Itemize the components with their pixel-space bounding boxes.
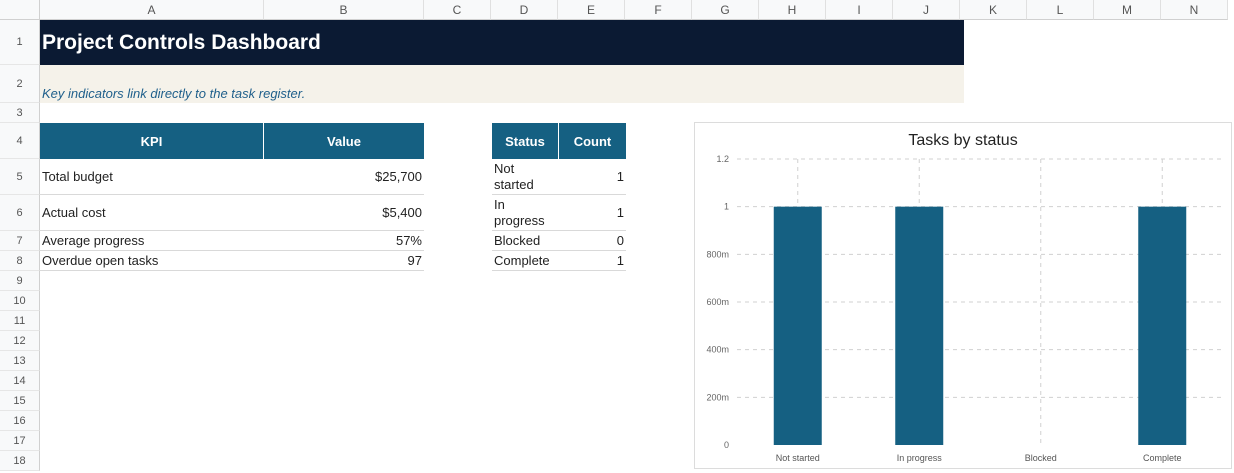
column-header-e[interactable]: E: [558, 0, 625, 20]
column-header-c[interactable]: C: [424, 0, 491, 20]
row-header-5[interactable]: 5: [0, 159, 40, 195]
page-subtitle: Key indicators link directly to the task…: [42, 86, 306, 101]
column-header-b[interactable]: B: [264, 0, 424, 20]
column-header-g[interactable]: G: [692, 0, 759, 20]
x-tick-label: Not started: [776, 453, 820, 463]
bar-not-started[interactable]: [773, 206, 822, 445]
value-header: Value: [264, 123, 424, 159]
row-header-9[interactable]: 9: [0, 271, 40, 291]
row-header-10[interactable]: 10: [0, 291, 40, 311]
x-tick-label: Complete: [1143, 453, 1182, 463]
y-tick-label: 400m: [706, 345, 729, 355]
row-header-16[interactable]: 16: [0, 411, 40, 431]
row-header-11[interactable]: 11: [0, 311, 40, 331]
tasks-by-status-chart[interactable]: Tasks by status 0 200m 400m 600m 800m 1 1.2 Not…: [694, 122, 1232, 469]
column-header-i[interactable]: I: [826, 0, 893, 20]
x-tick-label: Blocked: [1025, 453, 1057, 463]
y-tick-label: 600m: [706, 297, 729, 307]
row-header-2[interactable]: 2: [0, 65, 40, 103]
status-count: 1: [559, 195, 626, 231]
column-header-j[interactable]: J: [893, 0, 960, 20]
select-all-corner[interactable]: [0, 0, 40, 20]
status-count: 1: [559, 251, 626, 271]
row-header-13[interactable]: 13: [0, 351, 40, 371]
bar-complete[interactable]: [1138, 206, 1187, 445]
kpi-header: KPI: [40, 123, 264, 159]
row-header-4[interactable]: 4: [0, 123, 40, 159]
row-header-17[interactable]: 17: [0, 431, 40, 451]
y-tick-label: 200m: [706, 392, 729, 402]
status-label: In progress: [492, 195, 559, 231]
status-count: 0: [559, 231, 626, 251]
y-tick-label: 1: [724, 202, 729, 212]
x-tick-label: In progress: [897, 453, 943, 463]
column-header-d[interactable]: D: [491, 0, 558, 20]
column-header-k[interactable]: K: [960, 0, 1027, 20]
y-tick-label: 800m: [706, 249, 729, 259]
row-header-3[interactable]: 3: [0, 103, 40, 123]
column-header-h[interactable]: H: [759, 0, 826, 20]
y-tick-label: 0: [724, 440, 729, 450]
status-header: Status: [492, 123, 559, 159]
row-header-7[interactable]: 7: [0, 231, 40, 251]
kpi-value: 97: [264, 251, 424, 271]
count-header: Count: [559, 123, 626, 159]
page-title: Project Controls Dashboard: [40, 20, 964, 65]
row-header-6[interactable]: 6: [0, 195, 40, 231]
kpi-value: $5,400: [264, 195, 424, 231]
subtitle-background: [40, 65, 964, 103]
chart-svg: Tasks by status 0 200m 400m 600m 800m 1 1.2 Not…: [706, 132, 1223, 463]
kpi-label: Average progress: [40, 231, 264, 251]
row-header-8[interactable]: 8: [0, 251, 40, 271]
column-header-n[interactable]: N: [1161, 0, 1228, 20]
chart-title: Tasks by status: [908, 132, 1017, 149]
kpi-label: Actual cost: [40, 195, 264, 231]
row-header-1[interactable]: 1: [0, 20, 40, 65]
column-header-m[interactable]: M: [1094, 0, 1161, 20]
column-header-a[interactable]: A: [40, 0, 264, 20]
status-label: Not started: [492, 159, 559, 195]
column-header-f[interactable]: F: [625, 0, 692, 20]
y-tick-label: 1.2: [716, 154, 729, 164]
column-header-l[interactable]: L: [1027, 0, 1094, 20]
kpi-value: 57%: [264, 231, 424, 251]
bar-in-progress[interactable]: [895, 206, 944, 445]
row-header-15[interactable]: 15: [0, 391, 40, 411]
row-header-14[interactable]: 14: [0, 371, 40, 391]
status-count: 1: [559, 159, 626, 195]
kpi-label: Overdue open tasks: [40, 251, 264, 271]
row-header-12[interactable]: 12: [0, 331, 40, 351]
kpi-value: $25,700: [264, 159, 424, 195]
row-header-18[interactable]: 18: [0, 451, 40, 471]
kpi-label: Total budget: [40, 159, 264, 195]
status-label: Blocked: [492, 231, 559, 251]
status-label: Complete: [492, 251, 559, 271]
